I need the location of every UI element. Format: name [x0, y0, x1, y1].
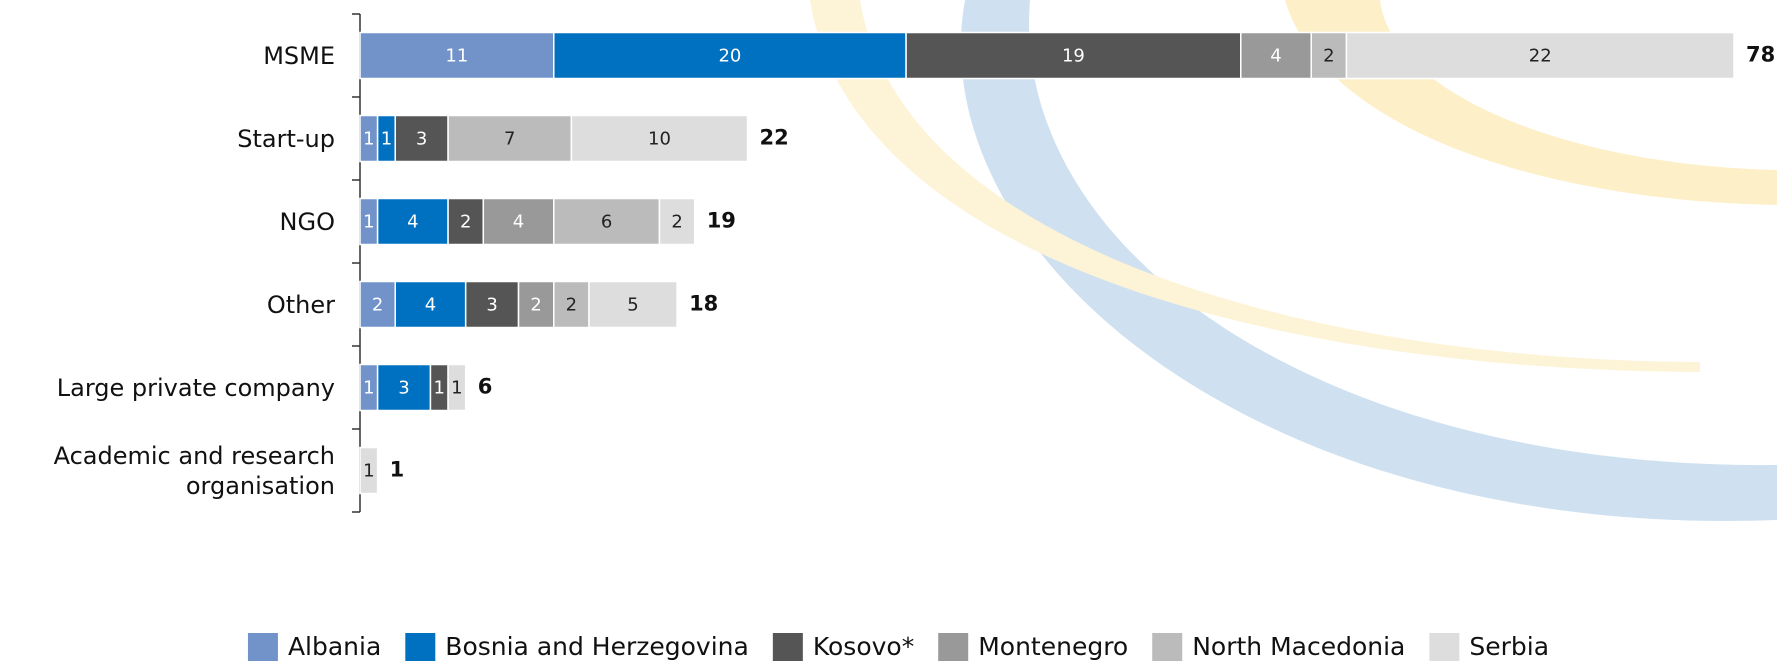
value-label: 6	[601, 212, 612, 233]
total-label: 1	[390, 458, 405, 482]
background-arc	[1285, 0, 1777, 205]
value-label: 4	[425, 295, 436, 316]
legend-swatch	[248, 633, 278, 661]
value-label: 1	[451, 378, 462, 399]
total-label: 78	[1746, 43, 1775, 67]
value-label: 1	[434, 378, 445, 399]
value-label: 2	[530, 295, 541, 316]
total-label: 6	[478, 375, 493, 399]
legend-swatch	[1429, 633, 1459, 661]
value-label: 1	[381, 129, 392, 150]
total-label: 19	[707, 209, 736, 233]
value-label: 4	[407, 212, 418, 233]
value-label: 1	[363, 129, 374, 150]
category-label-box: Start-up	[0, 99, 335, 179]
category-label: Other	[0, 265, 335, 345]
category-label: NGO	[0, 182, 335, 262]
legend-label: North Macedonia	[1192, 632, 1405, 661]
category-label-box: Academic and research organisation	[0, 431, 335, 511]
legend-label: Bosnia and Herzegovina	[445, 632, 749, 661]
category-label-box: MSME	[0, 16, 335, 96]
value-label: 2	[671, 212, 682, 233]
value-label: 10	[648, 129, 671, 150]
legend-swatch	[405, 633, 435, 661]
category-label: Large private company	[0, 348, 335, 428]
value-label: 1	[363, 212, 374, 233]
value-label: 2	[460, 212, 471, 233]
category-label: Academic and research organisation	[0, 431, 335, 511]
value-label: 4	[513, 212, 524, 233]
value-label: 2	[1323, 46, 1334, 67]
category-label-box: NGO	[0, 182, 335, 262]
category-label-box: Other	[0, 265, 335, 345]
value-label: 3	[416, 129, 427, 150]
legend-label: Kosovo*	[813, 632, 914, 661]
value-label: 2	[566, 295, 577, 316]
legend-label: Montenegro	[978, 632, 1128, 661]
value-label: 7	[504, 129, 515, 150]
value-label: 5	[627, 295, 638, 316]
legend: Albania Bosnia and Herzegovina Kosovo* Mont…	[248, 632, 1549, 661]
legend-label: Albania	[288, 632, 381, 661]
legend-label: Serbia	[1469, 632, 1549, 661]
legend-swatch	[773, 633, 803, 661]
value-label: 3	[398, 378, 409, 399]
value-label: 20	[718, 46, 741, 67]
category-label-box: Large private company	[0, 348, 335, 428]
value-label: 3	[486, 295, 497, 316]
value-label: 1	[363, 461, 374, 482]
value-label: 4	[1270, 46, 1281, 67]
total-label: 22	[760, 126, 789, 150]
legend-swatch	[1152, 633, 1182, 661]
value-label: 2	[372, 295, 383, 316]
category-label: MSME	[0, 16, 335, 96]
value-label: 22	[1529, 46, 1552, 67]
total-label: 18	[689, 292, 718, 316]
value-label: 19	[1062, 46, 1085, 67]
chart: MSME112019422278Start-up11371022NGO14246…	[0, 0, 1777, 663]
value-label: 1	[363, 378, 374, 399]
value-label: 11	[445, 46, 468, 67]
legend-swatch	[938, 633, 968, 661]
category-label: Start-up	[0, 99, 335, 179]
